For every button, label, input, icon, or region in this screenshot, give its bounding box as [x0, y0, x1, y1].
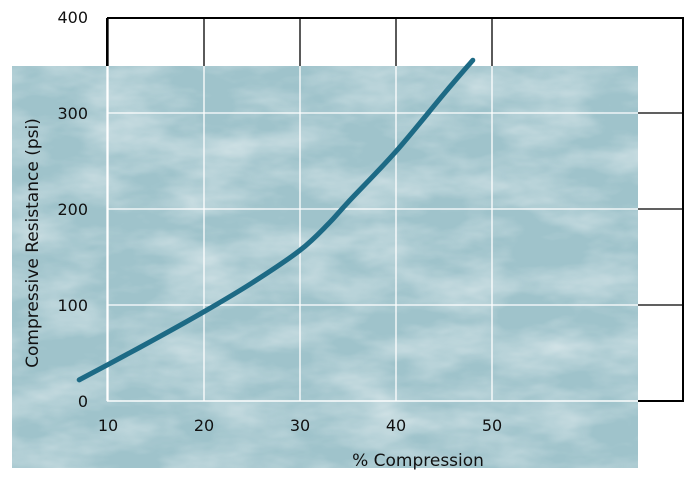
y-tick-label-200: 200 [57, 200, 88, 219]
y-tick-label-400: 400 [57, 8, 88, 27]
x-tick-labels: 10 20 30 40 50 [98, 416, 502, 435]
marble-veins [12, 66, 638, 468]
x-tick-label-40: 40 [386, 416, 406, 435]
y-tick-label-300: 300 [57, 104, 88, 123]
outer-grid-stubs [107, 18, 684, 306]
y-axis-title: Compressive Resistance (psi) [23, 118, 43, 368]
grid-lines [106, 66, 638, 402]
x-tick-label-20: 20 [194, 416, 214, 435]
x-tick-label-50: 50 [482, 416, 502, 435]
x-tick-label-10: 10 [98, 416, 118, 435]
y-tick-labels: 0 100 200 300 400 [57, 8, 88, 411]
x-axis-title: % Compression [352, 451, 484, 471]
x-tick-label-30: 30 [290, 416, 310, 435]
y-tick-label-0: 0 [78, 392, 88, 411]
y-tick-label-100: 100 [57, 296, 88, 315]
series-line [76, 57, 476, 383]
